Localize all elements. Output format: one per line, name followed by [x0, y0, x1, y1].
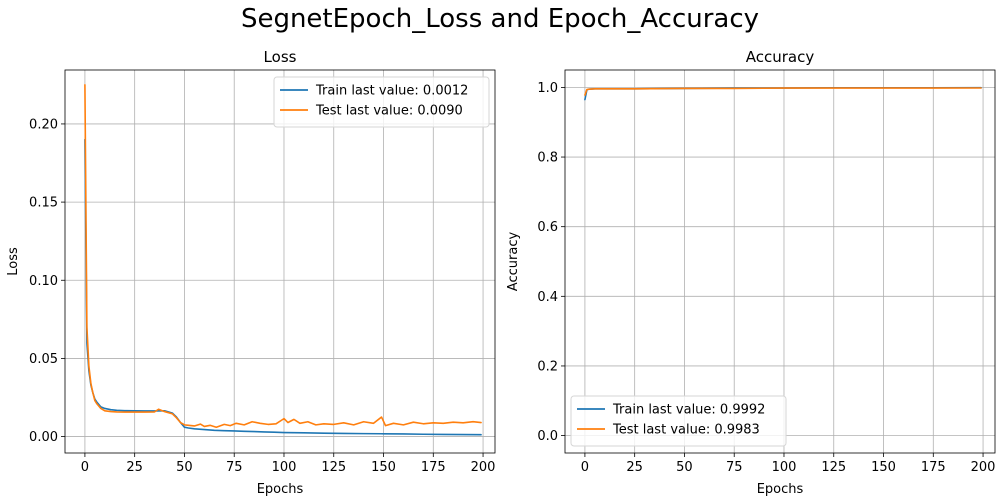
accuracy-title: Accuracy	[746, 48, 815, 66]
loss-chart: 0 25 50 75 100 125 150 175 200 0.00 0.05 0.10 0.15 0.…	[6, 48, 495, 497]
accuracy-xtick-label-3: 75	[726, 460, 743, 475]
figure-title: SegnetEpoch_Loss and Epoch_Accuracy	[241, 4, 759, 34]
accuracy-legend: Train last value: 0.9992 Test last value:…	[570, 395, 787, 447]
accuracy-xtick-label-6: 150	[871, 460, 896, 475]
accuracy-xtick-label-5: 125	[821, 460, 846, 475]
loss-legend-box	[273, 76, 490, 128]
accuracy-ytick-label-2: 0.4	[537, 290, 558, 305]
accuracy-ytick-label-1: 0.2	[537, 359, 558, 374]
accuracy-legend-train-label: Train last value: 0.9992	[612, 403, 765, 418]
loss-ytick-label-2: 0.10	[29, 274, 58, 289]
loss-series-test-line	[84, 84, 482, 429]
accuracy-ylabel: Accuracy	[506, 232, 521, 292]
loss-xtick-label-1: 25	[126, 460, 143, 475]
accuracy-xtick-label-8: 200	[971, 460, 996, 475]
loss-xlabel: Epochs	[257, 482, 304, 497]
accuracy-ytick-label-4: 0.8	[537, 151, 558, 166]
loss-ytick-label-3: 0.15	[29, 196, 58, 211]
loss-xtick-label-8: 200	[471, 460, 496, 475]
accuracy-xtick-label-2: 50	[676, 460, 693, 475]
loss-xtick-label-2: 50	[176, 460, 193, 475]
accuracy-series-test-line	[584, 87, 982, 96]
accuracy-legend-test-label: Test last value: 0.9983	[612, 423, 760, 438]
loss-xtick-label-5: 125	[321, 460, 346, 475]
loss-xtick-label-3: 75	[226, 460, 243, 475]
loss-xtick-label-4: 100	[272, 460, 297, 475]
accuracy-xtick-label-0: 0	[581, 460, 589, 475]
accuracy-xlabel: Epochs	[757, 482, 804, 497]
loss-series-train-line	[84, 138, 482, 436]
loss-axes-frame	[64, 69, 496, 454]
accuracy-xtick-label-7: 175	[921, 460, 946, 475]
accuracy-ytick-label-3: 0.6	[537, 220, 558, 235]
loss-ytick-label-4: 0.20	[29, 117, 58, 132]
loss-xtick-label-6: 150	[371, 460, 396, 475]
accuracy-chart: 0 25 50 75 100 125 150 175 200 0.0 0.2 0.4 0.6 0.8 1.0…	[506, 48, 995, 497]
loss-xtick-label-7: 175	[421, 460, 446, 475]
loss-legend-train-label: Train last value: 0.0012	[315, 84, 468, 99]
loss-ytick-label-0: 0.00	[29, 430, 58, 445]
loss-legend-test-label: Test last value: 0.0090	[315, 104, 463, 119]
loss-xtick-label-0: 0	[81, 460, 89, 475]
loss-title: Loss	[264, 48, 297, 66]
loss-legend: Train last value: 0.0012 Test last value:…	[273, 76, 490, 128]
accuracy-xtick-label-4: 100	[772, 460, 797, 475]
loss-ylabel: Loss	[6, 247, 21, 276]
accuracy-ytick-label-5: 1.0	[537, 81, 558, 96]
accuracy-axes-frame	[564, 69, 996, 454]
accuracy-legend-box	[570, 395, 787, 447]
accuracy-xtick-label-1: 25	[626, 460, 643, 475]
loss-ytick-label-1: 0.05	[29, 352, 58, 367]
accuracy-ytick-label-0: 0.0	[537, 429, 558, 444]
